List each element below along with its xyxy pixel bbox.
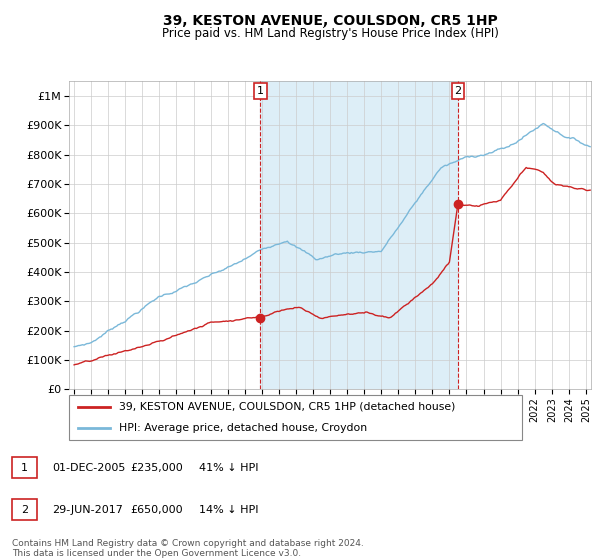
- Text: 39, KESTON AVENUE, COULSDON, CR5 1HP: 39, KESTON AVENUE, COULSDON, CR5 1HP: [163, 14, 497, 28]
- FancyBboxPatch shape: [69, 395, 522, 440]
- Text: 39, KESTON AVENUE, COULSDON, CR5 1HP (detached house): 39, KESTON AVENUE, COULSDON, CR5 1HP (de…: [119, 402, 455, 412]
- Text: £235,000: £235,000: [130, 463, 183, 473]
- Text: 1: 1: [21, 463, 28, 473]
- Text: Contains HM Land Registry data © Crown copyright and database right 2024.
This d: Contains HM Land Registry data © Crown c…: [12, 539, 364, 558]
- Bar: [260, 81, 458, 389]
- Text: Price paid vs. HM Land Registry's House Price Index (HPI): Price paid vs. HM Land Registry's House …: [161, 27, 499, 40]
- Text: 14% ↓ HPI: 14% ↓ HPI: [199, 505, 259, 515]
- Text: 2: 2: [21, 505, 28, 515]
- Text: HPI: Average price, detached house, Croydon: HPI: Average price, detached house, Croy…: [119, 422, 367, 432]
- Text: 2: 2: [454, 86, 461, 96]
- Text: 01-DEC-2005: 01-DEC-2005: [52, 463, 125, 473]
- Text: 29-JUN-2017: 29-JUN-2017: [52, 505, 123, 515]
- Text: £650,000: £650,000: [130, 505, 183, 515]
- Text: 1: 1: [257, 86, 264, 96]
- Text: 41% ↓ HPI: 41% ↓ HPI: [199, 463, 259, 473]
